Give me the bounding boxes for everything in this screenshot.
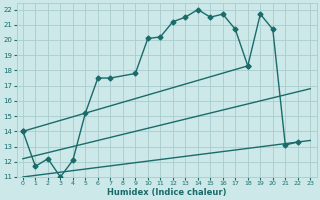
- X-axis label: Humidex (Indice chaleur): Humidex (Indice chaleur): [107, 188, 226, 197]
